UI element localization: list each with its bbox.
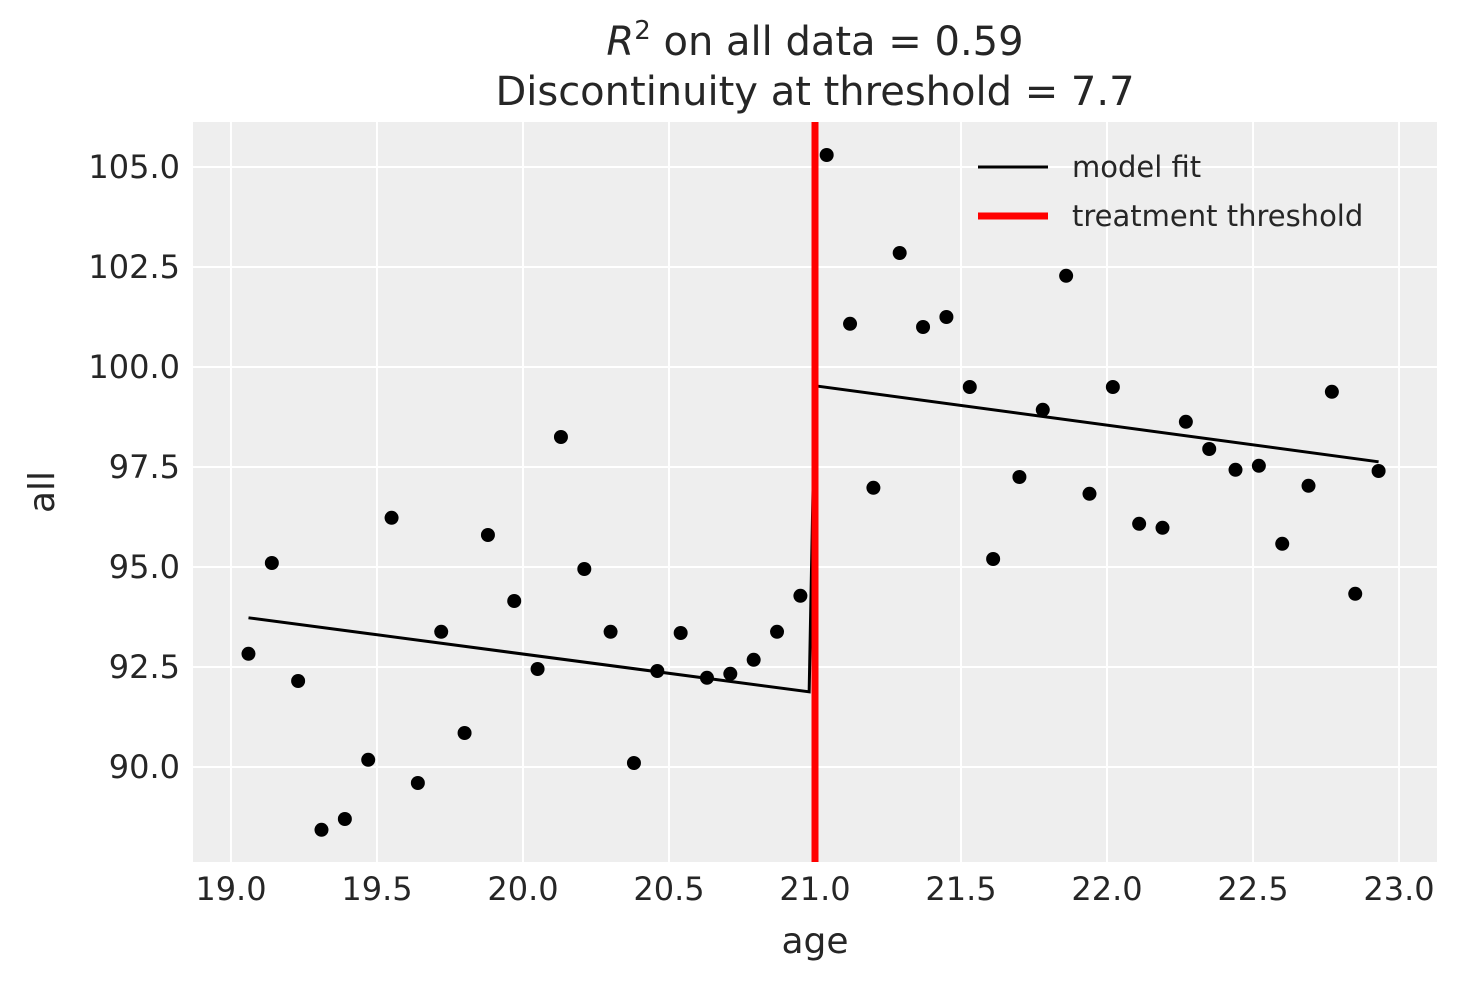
x-axis-label: age bbox=[781, 921, 848, 962]
x-tick-label: 21.0 bbox=[779, 870, 850, 908]
data-point bbox=[1105, 380, 1120, 394]
data-points bbox=[241, 148, 1386, 837]
legend: model fit treatment threshold bbox=[978, 150, 1363, 233]
data-point bbox=[577, 562, 592, 576]
data-point bbox=[1202, 442, 1217, 456]
data-point bbox=[1371, 464, 1386, 478]
data-point bbox=[264, 556, 279, 570]
data-point bbox=[1012, 470, 1027, 484]
x-tick-label: 20.5 bbox=[633, 870, 704, 908]
data-point bbox=[916, 320, 931, 334]
data-point bbox=[650, 664, 665, 678]
data-point bbox=[314, 822, 329, 837]
data-point bbox=[1082, 486, 1097, 501]
data-point bbox=[1035, 402, 1050, 417]
x-tick-label: 20.0 bbox=[487, 870, 558, 908]
ticks: 19.0 19.5 20.0 20.5 21.0 21.5 22.0 22.5 23.0 90.0… bbox=[88, 148, 1434, 908]
data-point bbox=[986, 552, 1001, 566]
data-point bbox=[530, 662, 545, 676]
data-point bbox=[723, 666, 738, 681]
data-point bbox=[603, 624, 618, 639]
data-point bbox=[746, 652, 761, 667]
data-point bbox=[939, 310, 954, 324]
x-tick-label: 22.5 bbox=[1217, 870, 1288, 908]
data-point bbox=[819, 148, 834, 162]
x-tick-label: 22.0 bbox=[1071, 870, 1142, 908]
data-point bbox=[1251, 458, 1266, 473]
data-point bbox=[1275, 536, 1290, 551]
y-tick-label: 90.0 bbox=[109, 748, 180, 786]
y-tick-label: 92.5 bbox=[109, 648, 180, 686]
data-point bbox=[361, 752, 376, 767]
data-point bbox=[241, 646, 256, 661]
y-tick-label: 97.5 bbox=[109, 448, 180, 486]
chart-title-line2: Discontinuity at threshold = 7.7 bbox=[495, 69, 1134, 115]
data-point bbox=[892, 246, 907, 260]
data-point bbox=[1155, 520, 1170, 535]
data-point bbox=[673, 626, 688, 640]
y-tick-label: 105.0 bbox=[88, 148, 180, 186]
data-point bbox=[1178, 414, 1193, 429]
data-point bbox=[337, 812, 352, 826]
data-point bbox=[1228, 462, 1243, 477]
data-point bbox=[793, 588, 808, 603]
x-tick-label: 23.0 bbox=[1363, 870, 1434, 908]
x-tick-label: 19.0 bbox=[195, 870, 266, 908]
data-point bbox=[843, 316, 858, 331]
y-tick-label: 100.0 bbox=[88, 348, 180, 386]
data-point bbox=[410, 776, 425, 790]
data-point bbox=[626, 756, 641, 770]
data-point bbox=[553, 430, 568, 444]
data-point bbox=[770, 624, 785, 639]
data-point bbox=[866, 480, 881, 495]
data-point bbox=[1348, 586, 1363, 601]
data-point bbox=[457, 726, 472, 740]
y-tick-label: 102.5 bbox=[88, 248, 180, 286]
data-point bbox=[962, 380, 977, 394]
data-point bbox=[1059, 268, 1074, 283]
data-point bbox=[1132, 516, 1147, 531]
data-point bbox=[1324, 384, 1339, 399]
x-tick-label: 19.5 bbox=[341, 870, 412, 908]
chart-title-line1: R2 on all data = 0.59 bbox=[606, 16, 1023, 65]
y-tick-label: 95.0 bbox=[109, 548, 180, 586]
data-point bbox=[507, 594, 522, 608]
legend-label-model-fit: model fit bbox=[1072, 150, 1201, 184]
legend-label-threshold: treatment threshold bbox=[1072, 199, 1363, 233]
data-point bbox=[480, 528, 495, 542]
data-point bbox=[434, 624, 449, 639]
data-point bbox=[291, 674, 306, 688]
data-point bbox=[699, 670, 714, 685]
data-point bbox=[384, 510, 399, 525]
x-tick-label: 21.5 bbox=[925, 870, 996, 908]
data-point bbox=[1301, 478, 1316, 493]
y-axis-label: all bbox=[22, 471, 63, 513]
